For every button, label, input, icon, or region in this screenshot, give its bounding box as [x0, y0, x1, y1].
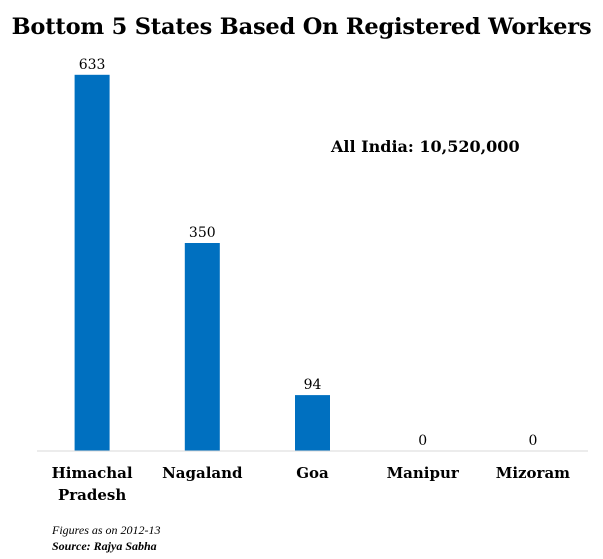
category-label-line: Manipur — [387, 464, 460, 482]
category-label-line: Pradesh — [58, 486, 126, 504]
bar-goa — [295, 395, 330, 451]
category-label-nagaland: Nagaland — [162, 464, 243, 482]
category-label-line: Mizoram — [496, 464, 570, 482]
category-label-manipur: Manipur — [387, 464, 460, 482]
category-labels-group: Himachal Pradesh Nagaland Goa Manipur Mizoram — [52, 464, 571, 504]
value-label-mizoram: 0 — [528, 433, 537, 449]
chart-title: Bottom 5 States Based On Registered Work… — [11, 14, 592, 40]
value-label-himachal-pradesh: 633 — [79, 57, 106, 73]
value-label-manipur: 0 — [418, 433, 427, 449]
all-india-annotation: All India: 10,520,000 — [331, 137, 520, 156]
category-label-mizoram: Mizoram — [496, 464, 570, 482]
bar-himachal-pradesh — [74, 74, 110, 452]
source-note: Source: Rajya Sabha — [52, 539, 157, 553]
bars-group — [74, 74, 330, 452]
value-labels-group: 633 350 94 0 0 — [79, 57, 538, 449]
category-label-line: Goa — [296, 464, 329, 482]
category-label-himachal-pradesh: Himachal Pradesh — [52, 464, 133, 504]
value-label-nagaland: 350 — [189, 225, 216, 241]
value-label-goa: 94 — [304, 377, 322, 393]
category-label-line: Nagaland — [162, 464, 243, 482]
category-label-line: Himachal — [52, 464, 133, 482]
category-label-goa: Goa — [296, 464, 329, 482]
bar-nagaland — [184, 243, 220, 451]
footnote: Figures as on 2012-13 — [52, 523, 161, 537]
